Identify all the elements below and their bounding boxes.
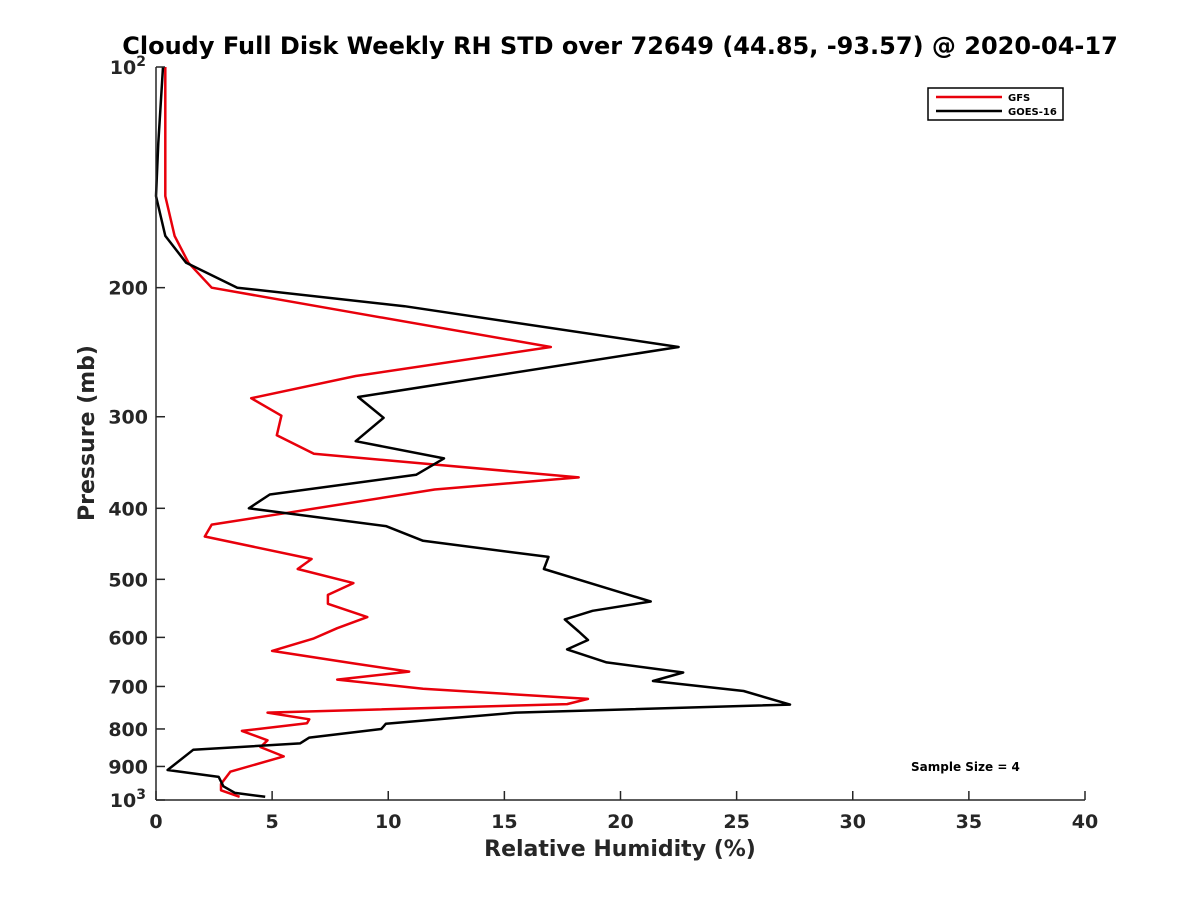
y-tick-label: 400 [108, 498, 148, 520]
x-tick-label: 5 [266, 811, 279, 833]
x-tick-label: 30 [840, 811, 866, 833]
legend-label-goes16: GOES-16 [1008, 107, 1057, 118]
y-tick-label: 800 [108, 719, 148, 741]
x-tick-label: 10 [375, 811, 401, 833]
y-tick-label: 600 [108, 627, 148, 649]
chart-title: Cloudy Full Disk Weekly RH STD over 7264… [122, 32, 1118, 60]
x-tick-label: 40 [1072, 811, 1098, 833]
legend-box [927, 87, 1064, 121]
sample-size-annotation: Sample Size = 4 [911, 760, 1020, 774]
y-tick-label: 102 [110, 54, 146, 79]
legend-label-gfs: GFS [1008, 93, 1030, 104]
x-axis-label: Relative Humidity (%) [484, 837, 756, 862]
y-tick-label: 500 [108, 569, 148, 591]
x-tick-label: 15 [491, 811, 517, 833]
x-tick-label: 35 [956, 811, 982, 833]
y-tick-label: 300 [108, 407, 148, 429]
series-line-goes16 [154, 66, 792, 799]
y-axis: 102 200 300 400 500 600 700 800 900 103 [108, 54, 165, 812]
y-tick-label: 900 [108, 756, 148, 778]
y-axis-label: Pressure (mb) [75, 345, 100, 521]
x-tick-label: 20 [607, 811, 633, 833]
y-tick-label: 103 [110, 787, 146, 812]
series-line-gfs [164, 67, 590, 798]
legend: GFS GOES-16 [927, 87, 1064, 121]
plot-area [154, 66, 792, 799]
y-tick-label: 200 [108, 278, 148, 300]
y-tick-label: 700 [108, 676, 148, 698]
x-axis: 0 5 10 15 20 25 30 35 40 [149, 791, 1098, 833]
x-tick-label: 25 [723, 811, 749, 833]
x-tick-label: 0 [149, 811, 162, 833]
